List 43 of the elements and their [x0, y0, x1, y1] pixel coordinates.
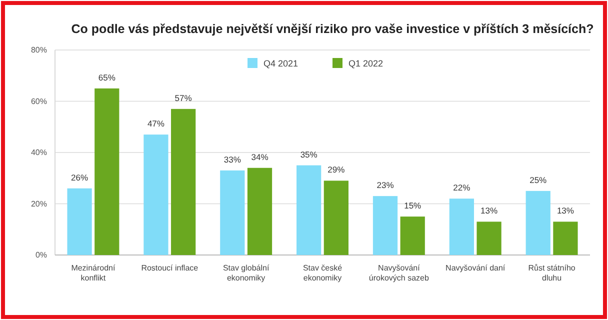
- data-label: 34%: [251, 152, 269, 162]
- data-label: 23%: [376, 180, 394, 190]
- data-label: 29%: [328, 164, 346, 175]
- legend-label: Q1 2022: [348, 58, 384, 68]
- bar: [476, 222, 502, 255]
- data-label: 13%: [480, 206, 498, 216]
- bar: [94, 88, 120, 255]
- y-tick-label: 80%: [30, 46, 47, 55]
- x-tick-label: Rostoucí inflace: [141, 264, 199, 273]
- legend-label: Q4 2021: [264, 58, 298, 68]
- x-tick-label: Navyšování úrokových sazeb: [368, 264, 430, 283]
- bar: [296, 165, 322, 255]
- x-tick-label: Mezinárodní konflikt: [71, 264, 116, 283]
- bar: [247, 168, 272, 255]
- bar: [171, 108, 196, 255]
- y-tick-label: 0%: [35, 250, 47, 260]
- x-tick-label: Stav globální ekonomiky: [222, 264, 270, 283]
- data-label: 47%: [147, 118, 165, 129]
- chart-title: Co podle vás představuje největší vnější riziko pro vaše investice v příštích 3 měsících?: [71, 22, 594, 36]
- data-label: 15%: [404, 200, 422, 211]
- data-label: 26%: [71, 172, 88, 182]
- bar: [144, 134, 168, 255]
- bar: [372, 196, 398, 255]
- data-label: 65%: [98, 72, 116, 82]
- data-label: 33%: [224, 154, 242, 164]
- bar: [400, 216, 425, 255]
- y-tick-label: 40%: [30, 148, 47, 158]
- bar: [526, 190, 550, 255]
- x-tick-label: Růst státního dluhu: [528, 264, 576, 283]
- bar: [449, 198, 474, 255]
- bar: [324, 180, 348, 255]
- x-tick-label: Navyšování daní: [446, 264, 506, 273]
- bar: [220, 170, 245, 255]
- data-label: 57%: [174, 92, 192, 103]
- y-tick-label: 60%: [30, 96, 47, 106]
- data-label: 25%: [530, 174, 548, 185]
- bar: [553, 222, 578, 255]
- bar: [67, 188, 92, 255]
- y-tick-label: 20%: [30, 199, 47, 208]
- x-tick-label: Stav české ekonomiky: [302, 264, 343, 283]
- data-label: 35%: [300, 149, 318, 160]
- data-label: 13%: [556, 206, 574, 216]
- data-label: 22%: [453, 182, 471, 193]
